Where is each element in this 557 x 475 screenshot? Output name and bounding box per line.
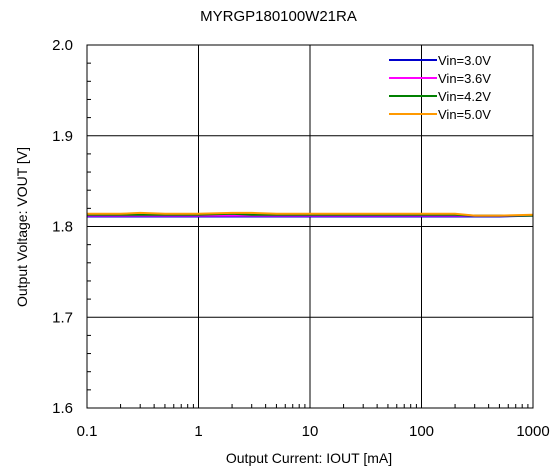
series-line-4 (87, 211, 534, 217)
x-tick-labels: 0.1 1 10 100 1000 (77, 423, 550, 440)
x-tick-label: 1000 (516, 423, 549, 440)
y-tick-label: 1.8 (52, 219, 73, 236)
minor-ticks (87, 62, 529, 408)
chart-title: MYRGP180100W21RA (200, 8, 357, 25)
x-tick-label: 0.1 (77, 423, 98, 440)
x-axis-label: Output Current: IOUT [mA] (225, 450, 393, 466)
y-axis-label: Output Voltage: VOUT [V] (14, 146, 30, 308)
legend-label-2: Vin=3.6V (438, 71, 491, 86)
series-lines (87, 211, 534, 218)
x-tick-label: 10 (302, 423, 319, 440)
y-tick-label: 1.7 (52, 309, 73, 326)
grid (87, 45, 533, 408)
legend-label-1: Vin=3.0V (438, 53, 491, 68)
y-tick-label: 1.9 (52, 128, 73, 145)
plot-frame (86, 44, 534, 409)
y-tick-label: 2.0 (52, 37, 73, 54)
legend-label-3: Vin=4.2V (438, 89, 491, 104)
x-tick-label: 1 (194, 423, 202, 440)
y-tick-label: 1.6 (52, 400, 73, 417)
legend: Vin=3.0V Vin=3.6V Vin=4.2V Vin=5.0V (389, 53, 491, 122)
legend-label-4: Vin=5.0V (438, 107, 491, 122)
x-tick-label: 100 (409, 423, 434, 440)
y-tick-labels: 1.6 1.7 1.8 1.9 2.0 (52, 37, 73, 417)
